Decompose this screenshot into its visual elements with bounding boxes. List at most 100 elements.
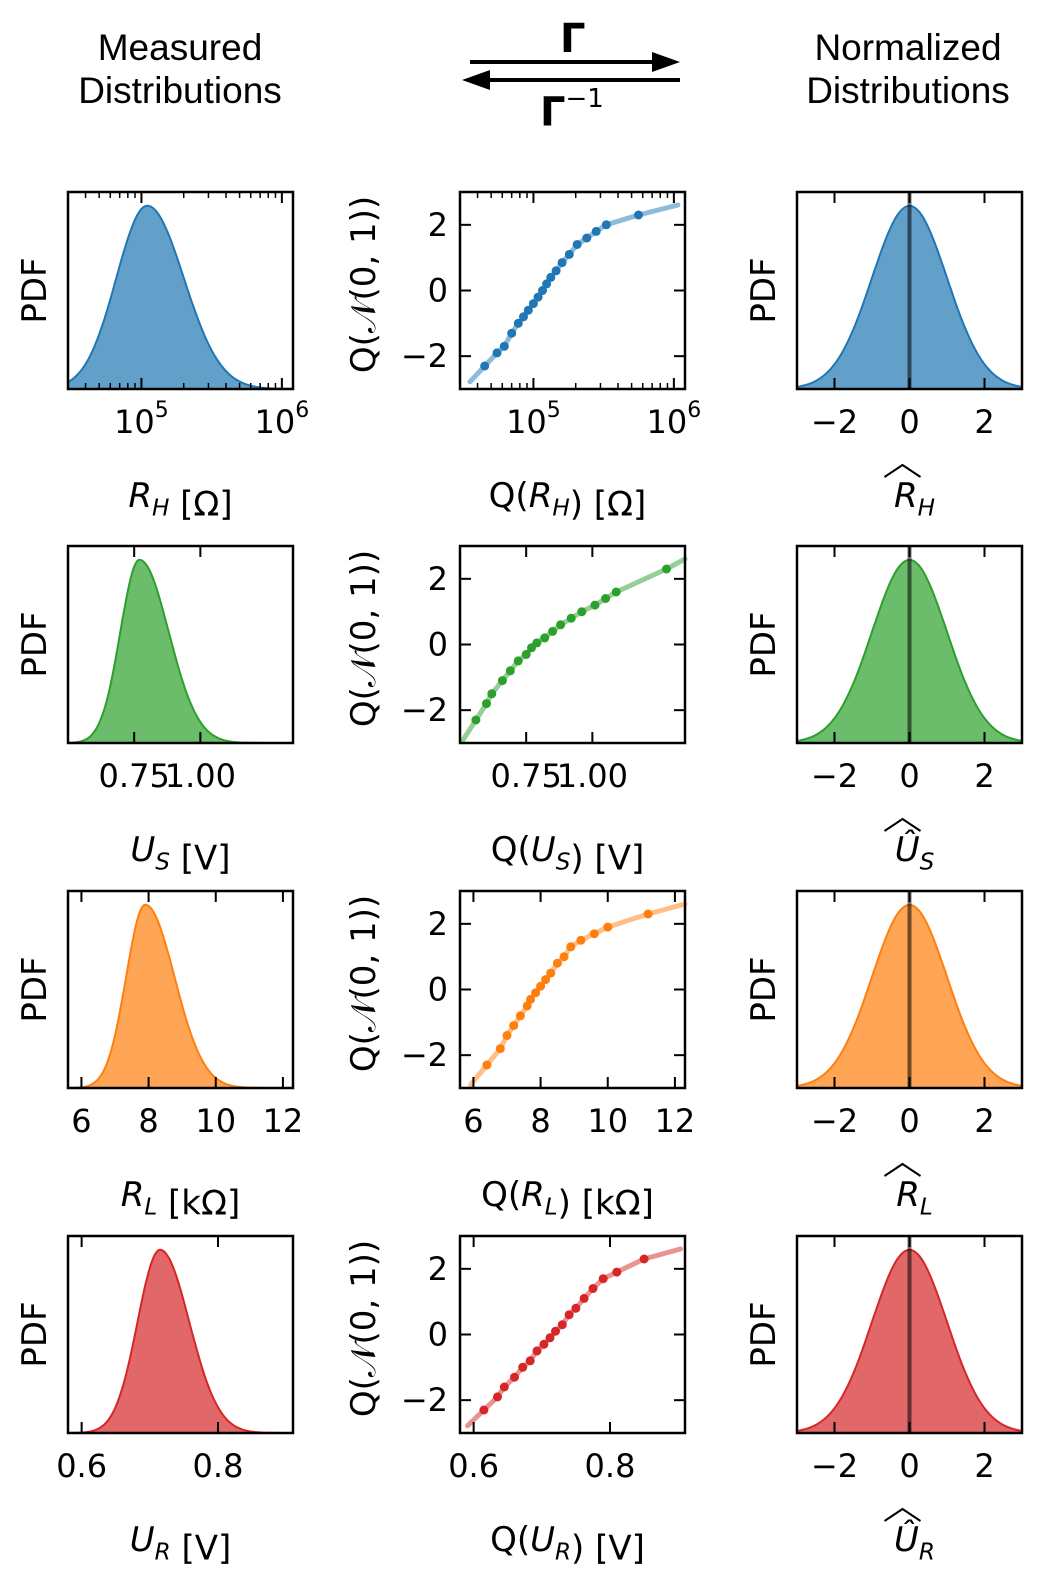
qq-ytick-label: 2	[428, 206, 448, 244]
qq-point	[557, 258, 567, 268]
qq-point	[576, 935, 586, 945]
qq-point	[499, 341, 509, 351]
normalized-xtick-label: 0	[899, 1447, 919, 1485]
qq-xlabel-part: Q(	[481, 1175, 521, 1215]
qq-point	[591, 226, 601, 236]
normalized-xtick-label: −2	[811, 757, 858, 795]
qq-xlabel-part: ) [kΩ]	[558, 1184, 654, 1224]
qq-point	[482, 1060, 492, 1070]
measured-xtick-label: 8	[138, 1102, 158, 1140]
normalized-xtick-label: 2	[974, 757, 994, 795]
measured-pdf-area	[67, 1248, 293, 1434]
qq-ylabel: Q(𝒩(0, 1))	[344, 895, 384, 1072]
measured-xtick-label: 105	[114, 398, 169, 441]
measured-xlabel: UR [V]	[130, 1520, 232, 1569]
qq-ytick-label: −2	[401, 1381, 448, 1419]
qq-point	[513, 318, 523, 328]
measured-xtick-label: 12	[263, 1102, 304, 1140]
qq-point	[523, 305, 533, 315]
qq-point	[598, 1274, 608, 1284]
qq-ylabel: Q(𝒩(0, 1))	[344, 550, 384, 727]
qq-xlabel-var: R	[521, 1175, 545, 1215]
qq-point	[556, 620, 566, 630]
qq-point	[532, 1346, 542, 1356]
qq-point	[571, 1303, 581, 1313]
header-right-line2: Distributions	[806, 70, 1010, 111]
qq-xlabel-part: ) [V]	[571, 1529, 645, 1569]
normalized-xlabel-sub: L	[920, 1195, 933, 1221]
qq-point	[471, 715, 481, 725]
measured-xtick-label: 6	[71, 1102, 91, 1140]
measured-xlabel: US [V]	[130, 830, 230, 879]
qq-xlabel-sub: R	[555, 1540, 571, 1566]
qq-point	[487, 689, 497, 699]
measured-xlabel-sub: S	[155, 850, 170, 876]
measured-pdf-area	[67, 204, 294, 390]
qq-point	[612, 1267, 622, 1277]
normalized-xtick-label: 0	[899, 403, 919, 441]
normalized-ylabel: PDF	[744, 611, 784, 677]
qq-point	[566, 942, 576, 952]
qq-point	[540, 633, 550, 643]
normalized-xlabel: RL	[896, 1175, 933, 1221]
normalized-ylabel: PDF	[744, 257, 784, 323]
header-left-line1: Measured	[97, 27, 263, 68]
qq-point	[552, 958, 562, 968]
qq-xlabel-part: Q(	[491, 830, 531, 870]
qq-point	[536, 981, 546, 991]
arrow-left-head	[462, 70, 490, 90]
measured-frame	[66, 190, 295, 391]
qq-point	[590, 600, 600, 610]
gamma-inverse-label: Γ−1	[540, 84, 604, 135]
qq-fit-line	[468, 901, 688, 1088]
qq-point	[634, 210, 643, 220]
measured-frame	[66, 1234, 295, 1435]
qq-ytick-label: −2	[401, 691, 448, 729]
normalized-xlabel-var: R	[894, 476, 918, 516]
qq-point	[589, 929, 599, 939]
qq-point	[539, 1339, 549, 1349]
measured-xlabel-part: [Ω]	[169, 485, 232, 525]
qq-point	[588, 1284, 598, 1293]
qq-point	[499, 1382, 509, 1392]
qq-xtick-label: 10	[587, 1102, 628, 1140]
qq-ylabel: Q(𝒩(0, 1))	[344, 1240, 384, 1417]
normalized-xtick-label: 2	[974, 403, 994, 441]
qq-point	[507, 328, 517, 338]
hat-icon	[883, 817, 922, 832]
qq-point	[532, 638, 542, 648]
normalized-ylabel: PDF	[744, 1301, 784, 1367]
qq-point	[545, 1333, 555, 1343]
normalized-panel-1: −2 0 2 PDF ÛS	[744, 544, 1024, 876]
qq-xtick-label-base: 10	[647, 403, 688, 441]
measured-pdf-area	[67, 903, 293, 1089]
gamma-label: Γ	[560, 16, 586, 62]
normalized-panel-0: −2 0 2 PDF RH	[744, 190, 1024, 522]
measured-xtick-label-exp: 5	[155, 398, 169, 423]
normalized-xlabel-sub: R	[919, 1540, 935, 1566]
measured-pdf-area	[67, 558, 293, 744]
measured-xlabel-sub: L	[144, 1195, 157, 1221]
qq-xlabel-part: ) [Ω]	[570, 485, 647, 525]
qq-point	[577, 607, 587, 617]
normalized-xlabel-sub: S	[920, 850, 935, 876]
measured-xlabel-part: [V]	[171, 1529, 232, 1569]
qq-point	[564, 1310, 574, 1320]
measured-ylabel: PDF	[15, 257, 55, 323]
normalized-xlabel-sub: H	[918, 496, 935, 522]
qq-point	[546, 968, 556, 978]
qq-point	[531, 988, 541, 998]
qq-panel-1: 0.751.00 −2 0 2 Q(𝒩(0, 1)) Q(US) [V]	[344, 544, 688, 879]
qq-point	[482, 699, 491, 709]
qq-ytick-label: 2	[428, 905, 448, 943]
measured-xtick-label-base: 10	[255, 403, 296, 441]
measured-xlabel-var: R	[128, 476, 152, 516]
qq-point	[509, 1021, 519, 1031]
qq-xlabel-sub: S	[556, 850, 571, 876]
normalized-xtick-label: 0	[899, 757, 919, 795]
qq-point	[601, 220, 611, 230]
qq-fit-line	[467, 202, 681, 385]
normalized-distributions-header: Normalized Distributions	[768, 26, 1046, 112]
